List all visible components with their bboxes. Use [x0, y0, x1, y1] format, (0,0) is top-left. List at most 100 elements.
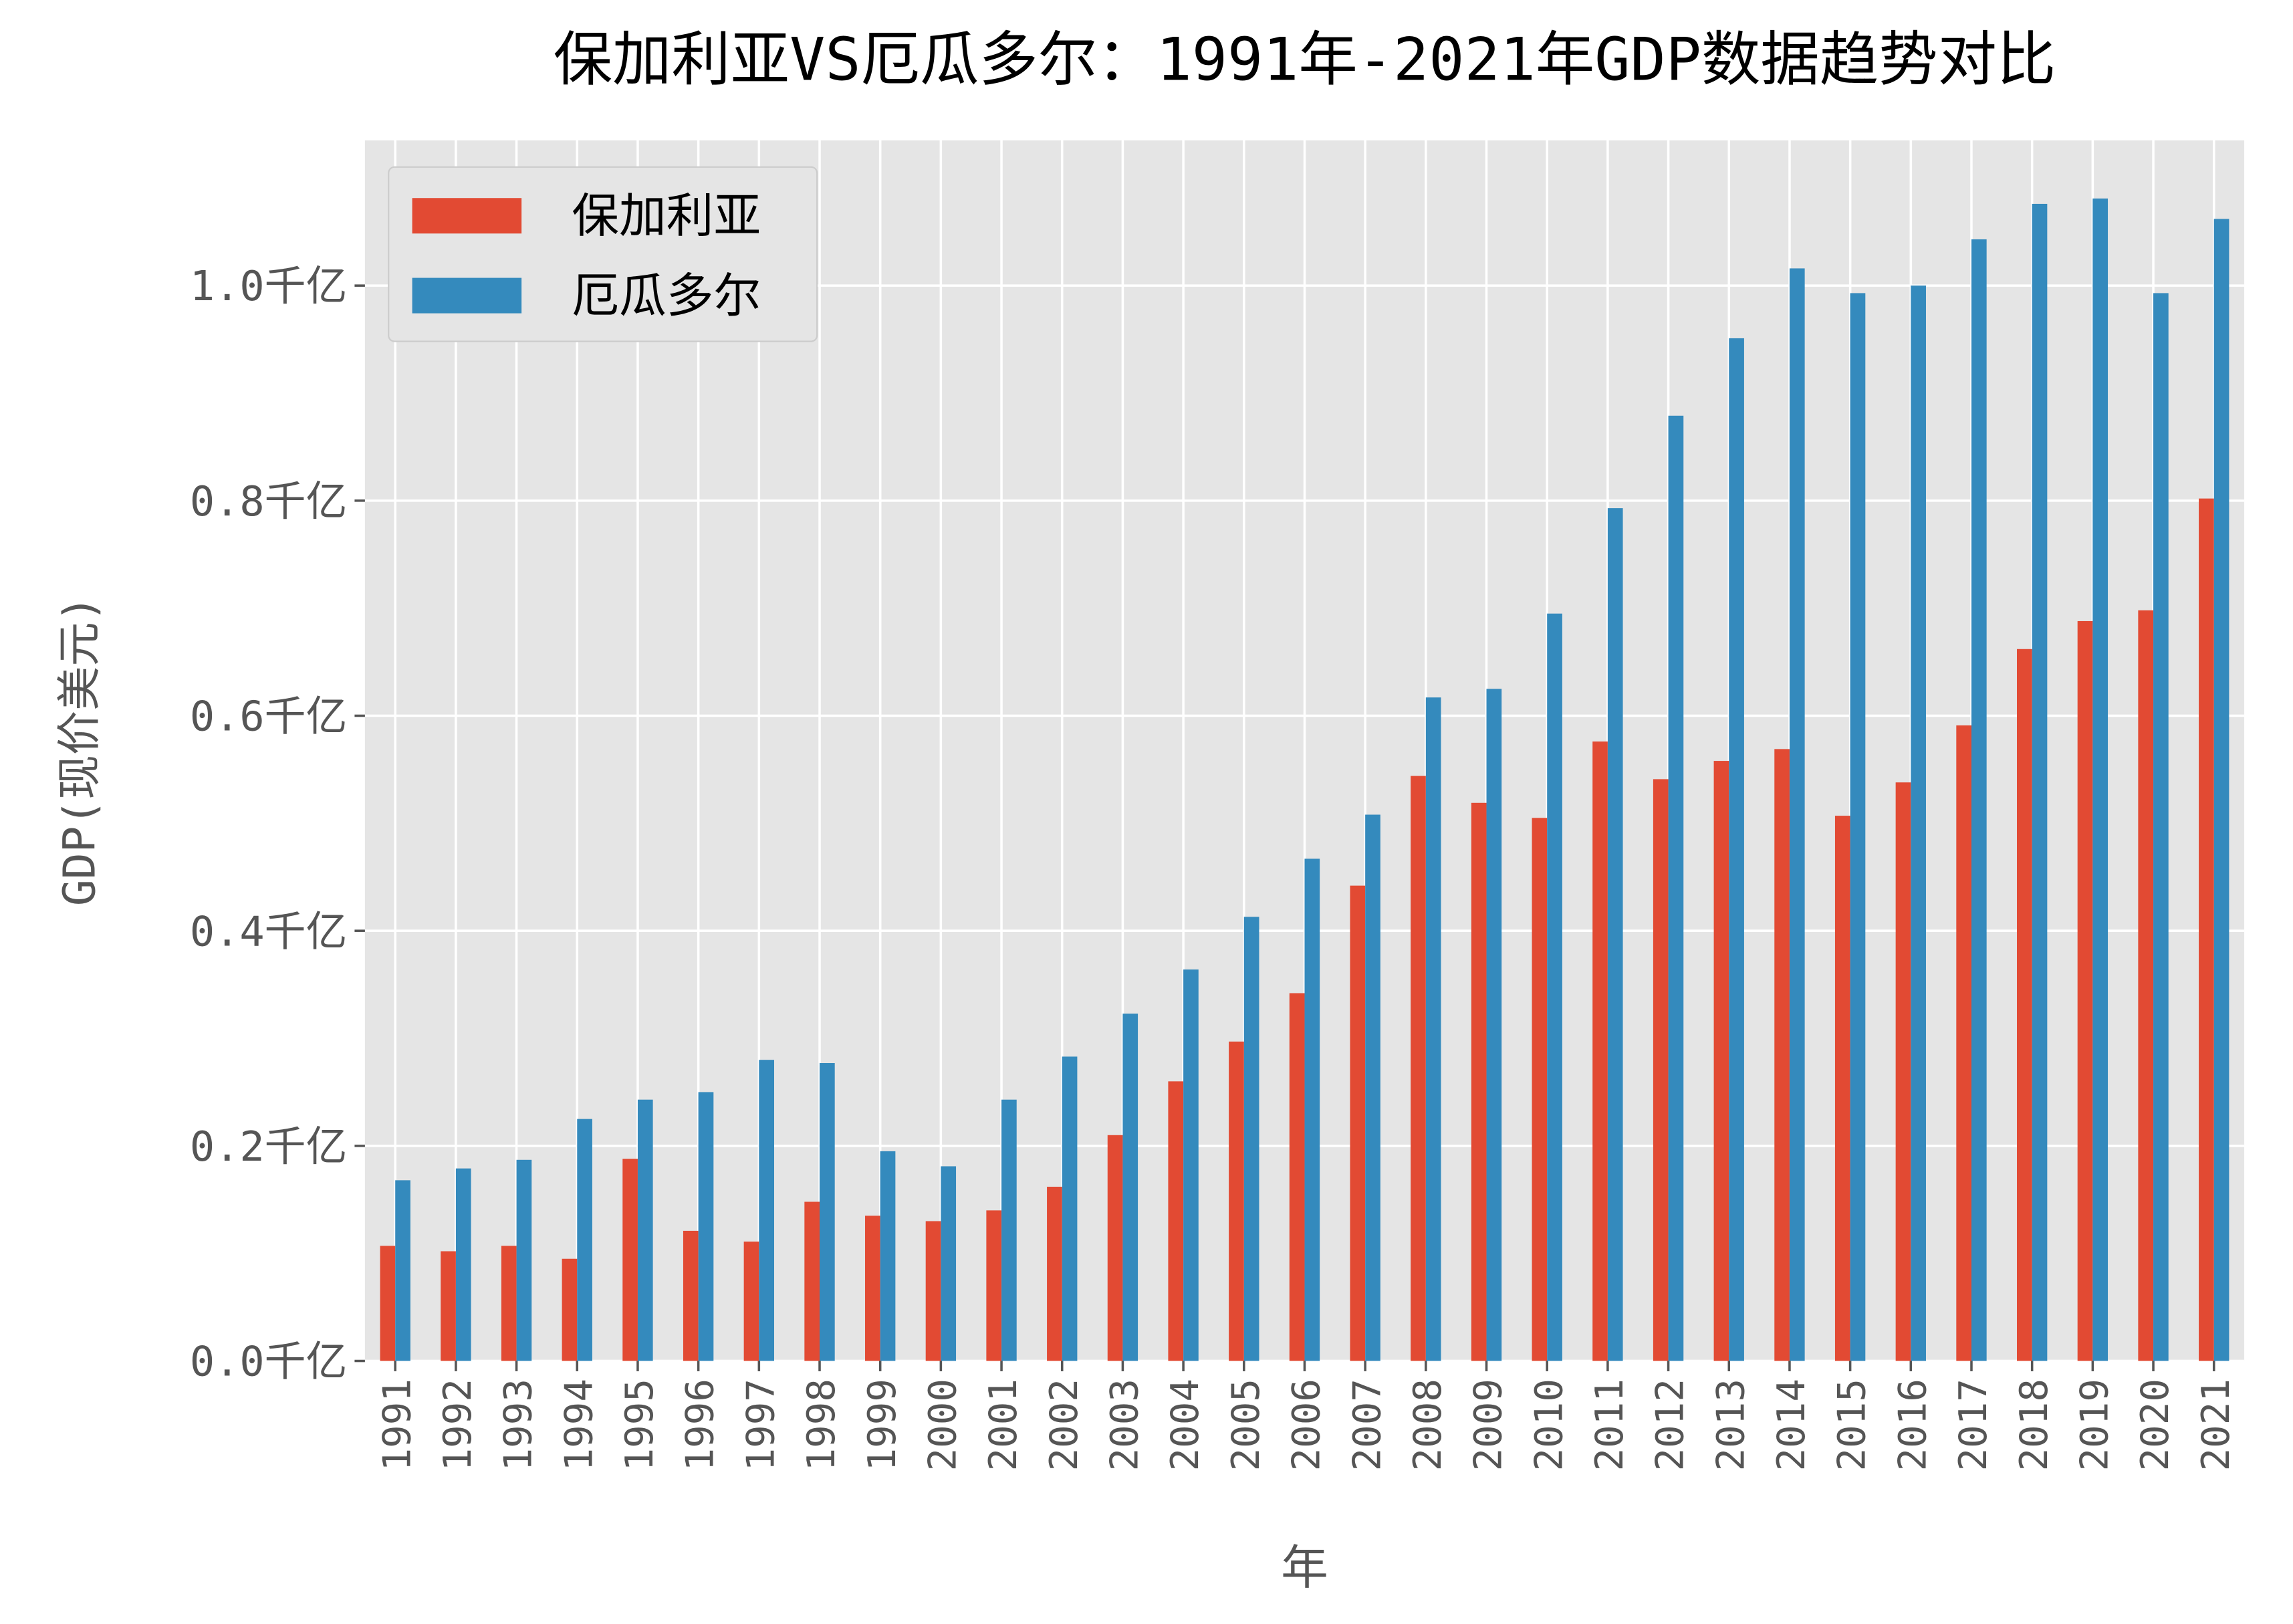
bar [925, 1221, 941, 1361]
bar [1304, 858, 1320, 1361]
bar [2213, 219, 2229, 1361]
x-tick-label: 1992 [435, 1379, 480, 1471]
bar [1411, 776, 1426, 1361]
bar [804, 1201, 820, 1361]
bar [986, 1210, 1002, 1361]
bar [1668, 415, 1684, 1361]
bars [380, 198, 2229, 1361]
bar [1971, 239, 1987, 1361]
bar [743, 1242, 759, 1361]
bar [380, 1246, 396, 1361]
x-tick-label: 2021 [2193, 1379, 2238, 1471]
bar [1107, 1135, 1123, 1361]
bar [1062, 1056, 1078, 1361]
x-tick-label: 1999 [860, 1379, 904, 1471]
legend-label: 保加利亚 [572, 188, 761, 243]
x-tick-label: 2019 [2072, 1379, 2117, 1471]
bar [1532, 818, 1548, 1361]
bar [1774, 749, 1790, 1361]
bar [455, 1168, 471, 1361]
bar [1168, 1081, 1184, 1361]
x-tick-label: 2003 [1102, 1379, 1147, 1471]
bar [1789, 268, 1805, 1361]
bar [1001, 1099, 1017, 1361]
bar [1607, 508, 1623, 1361]
x-tick-label: 2009 [1466, 1379, 1511, 1471]
bar [1047, 1186, 1062, 1361]
bar [1471, 802, 1487, 1361]
bar [1834, 816, 1850, 1361]
x-tick-label: 2005 [1223, 1379, 1268, 1471]
bar [501, 1246, 517, 1361]
bar [562, 1258, 578, 1361]
x-tick-label: 2015 [1830, 1379, 1875, 1471]
x-tick-label: 2014 [1769, 1379, 1814, 1471]
bar [1183, 969, 1199, 1361]
legend-swatch [412, 277, 522, 314]
y-tick-label: 0.6千亿 [190, 693, 348, 741]
bar [1895, 782, 1911, 1361]
bar [2017, 649, 2032, 1361]
bar [941, 1166, 957, 1361]
bar [637, 1099, 653, 1361]
x-tick-label: 2010 [1526, 1379, 1571, 1471]
bar [1289, 993, 1305, 1361]
y-axis-label: GDP(现价美元) [53, 595, 105, 906]
bar [2199, 498, 2214, 1361]
bar [1229, 1041, 1244, 1361]
bar [516, 1159, 532, 1361]
y-tick-label: 0.0千亿 [190, 1338, 348, 1386]
chart-title: 保加利亚VS厄瓜多尔：1991年-2021年GDP数据趋势对比 [554, 25, 2056, 94]
y-tick-label: 0.4千亿 [190, 907, 348, 955]
bar [1425, 697, 1441, 1361]
bar [759, 1060, 774, 1361]
bar [2138, 610, 2154, 1361]
bar [1350, 885, 1366, 1361]
x-tick-label: 2018 [2012, 1379, 2056, 1471]
x-tick-label: 1994 [556, 1379, 601, 1471]
x-tick-label: 1995 [617, 1379, 662, 1471]
x-tick-label: 2002 [1042, 1379, 1086, 1471]
bar [1243, 917, 1259, 1361]
bar [2153, 293, 2169, 1361]
y-tick-label: 0.2千亿 [190, 1123, 348, 1171]
y-tick-label: 1.0千亿 [190, 262, 348, 310]
bar [441, 1251, 456, 1361]
x-tick-label: 2016 [1890, 1379, 1935, 1471]
bar [2092, 198, 2108, 1361]
bar [1547, 613, 1562, 1361]
x-tick-label: 2020 [2133, 1379, 2177, 1471]
y-tick-label: 0.8千亿 [190, 477, 348, 526]
bar [1486, 689, 1502, 1361]
x-tick-label: 2001 [981, 1379, 1025, 1471]
legend-swatch [412, 198, 522, 234]
bar [1592, 741, 1608, 1361]
bar [698, 1092, 714, 1361]
bar [2032, 203, 2048, 1361]
bar [683, 1230, 699, 1361]
bar [1122, 1014, 1138, 1361]
x-tick-label: 2007 [1344, 1379, 1389, 1471]
x-tick-label: 2004 [1163, 1379, 1207, 1471]
x-tick-label: 1991 [374, 1379, 419, 1471]
x-tick-label: 2011 [1587, 1379, 1632, 1471]
bar [880, 1151, 896, 1361]
x-tick-label: 2013 [1708, 1379, 1753, 1471]
x-tick-label: 2006 [1284, 1379, 1329, 1471]
bar [577, 1119, 592, 1361]
x-tick-label: 1998 [799, 1379, 844, 1471]
x-tick-label: 2008 [1405, 1379, 1450, 1471]
bar [622, 1159, 638, 1361]
x-tick-label: 2012 [1648, 1379, 1693, 1471]
bar [1956, 725, 1971, 1361]
x-tick-label: 2017 [1951, 1379, 1996, 1471]
bar [1653, 779, 1669, 1361]
bar [1729, 338, 1744, 1361]
bar [865, 1215, 880, 1361]
bar [820, 1063, 835, 1361]
bar [1713, 761, 1729, 1361]
x-tick-label: 2000 [920, 1379, 965, 1471]
